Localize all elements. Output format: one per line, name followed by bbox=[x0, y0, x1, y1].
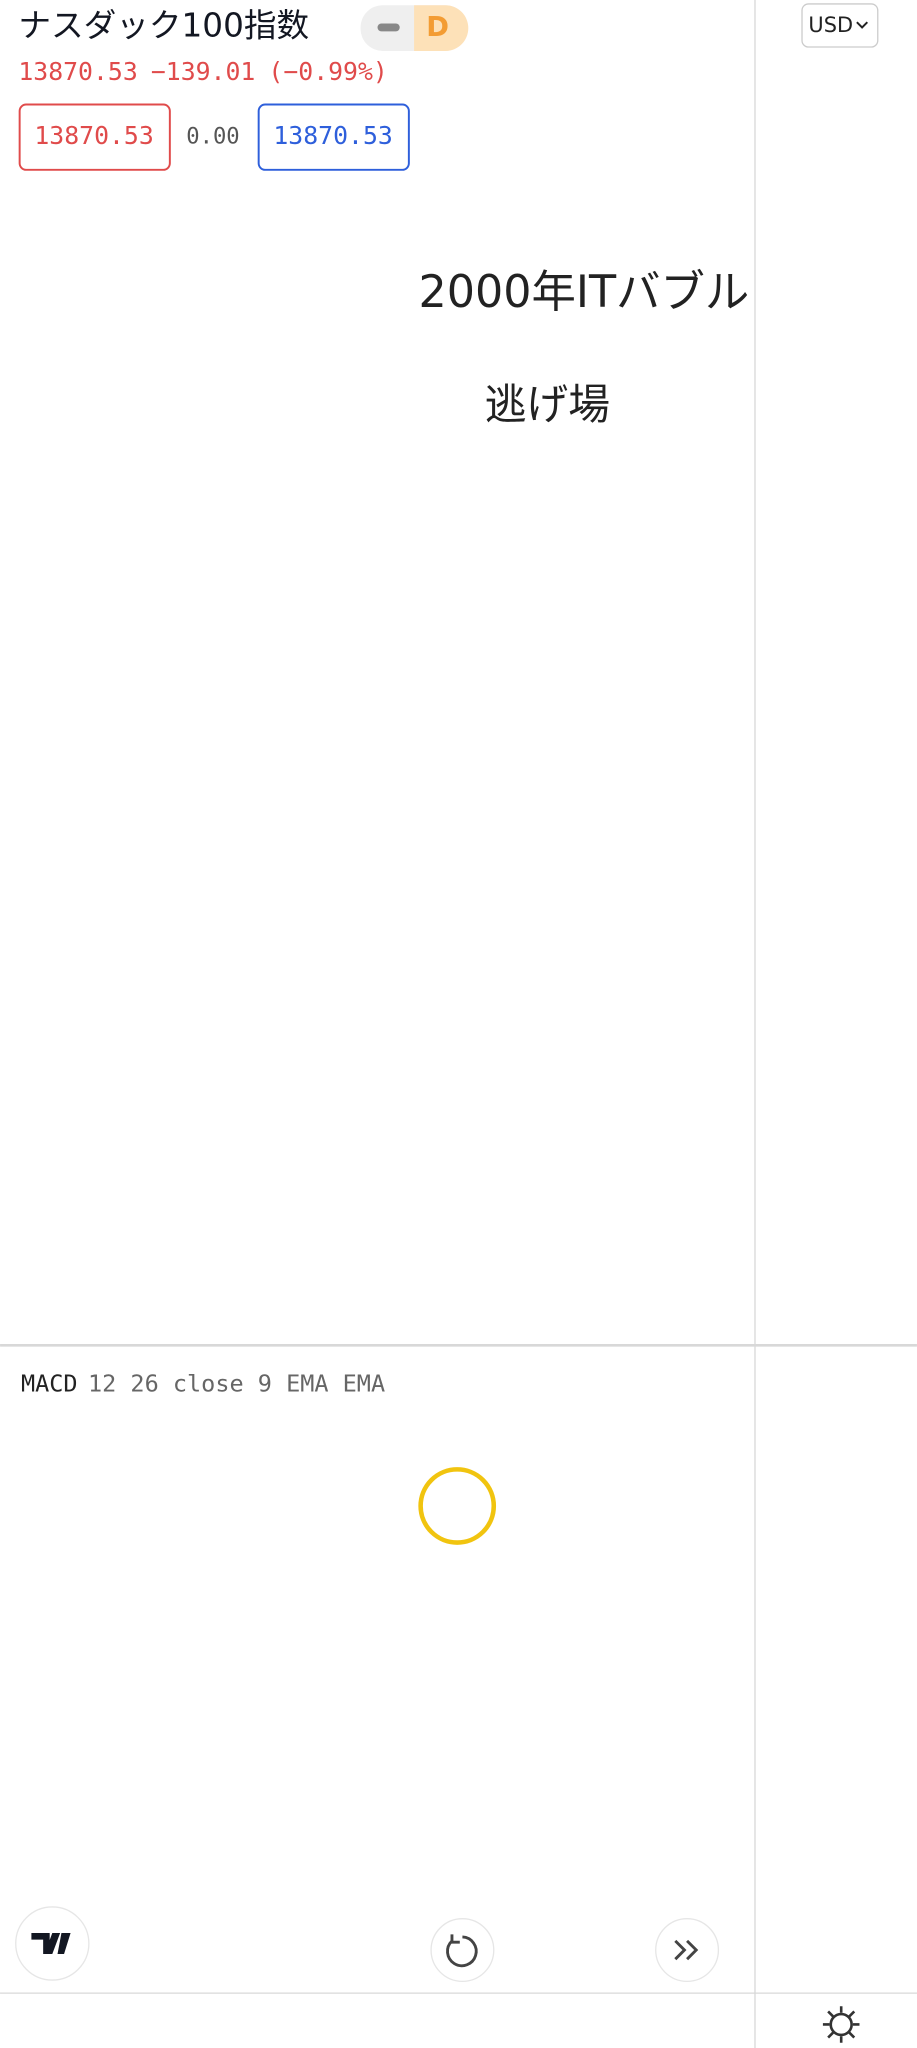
ask[interactable]: 13870.53 bbox=[273, 121, 392, 150]
indicator-params: 12 26 close 9 EMA EMA bbox=[88, 1369, 385, 1397]
indicator-legend[interactable]: MACD 12 26 close 9 EMA EMA bbox=[21, 1369, 385, 1397]
currency[interactable]: USD bbox=[808, 13, 853, 37]
scroll-icon[interactable] bbox=[674, 1939, 699, 1961]
highlight-circle bbox=[418, 1467, 497, 1545]
logo[interactable] bbox=[31, 1933, 71, 1954]
collapse-icon[interactable] bbox=[377, 23, 400, 32]
annotation: 逃げ場 bbox=[485, 380, 610, 429]
ask-box[interactable] bbox=[257, 103, 410, 171]
annotation: 2000年ITバブル bbox=[419, 267, 750, 318]
quote: 13870.53 −139.01 (−0.99%) bbox=[18, 57, 388, 86]
indicator-name: MACD bbox=[21, 1369, 78, 1397]
reset-button[interactable] bbox=[430, 1918, 495, 1983]
scroll-button[interactable] bbox=[655, 1918, 720, 1983]
change: −139.01 bbox=[151, 57, 256, 86]
bid-box[interactable] bbox=[18, 103, 171, 171]
currency-button[interactable] bbox=[801, 3, 879, 48]
change-pct: (−0.99%) bbox=[268, 57, 387, 86]
spread: 0.00 bbox=[186, 124, 239, 150]
last-price: 13870.53 bbox=[18, 57, 137, 86]
symbol-title: ナスダック100指数 bbox=[18, 6, 309, 44]
settings-icon[interactable] bbox=[822, 2006, 860, 2043]
reset-icon[interactable] bbox=[446, 1934, 478, 1968]
chevron[interactable] bbox=[856, 21, 869, 29]
interval-bg[interactable] bbox=[414, 5, 469, 51]
interval[interactable]: D bbox=[426, 12, 449, 43]
bid[interactable]: 13870.53 bbox=[34, 121, 153, 150]
